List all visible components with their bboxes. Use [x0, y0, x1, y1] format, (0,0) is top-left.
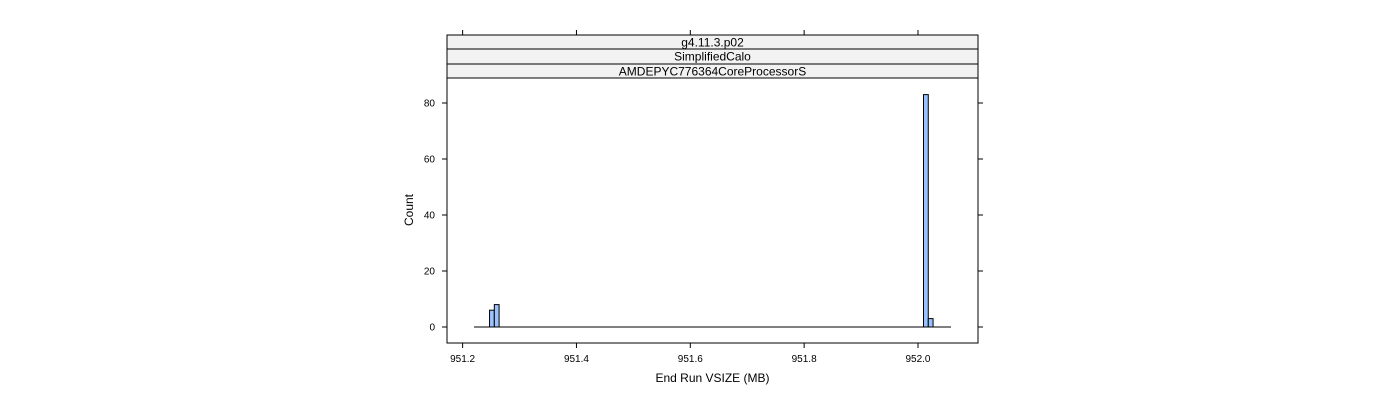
histogram-bar: [927, 318, 934, 328]
strip-panel: g4.11.3.p02 SimplifiedCalo AMDEPYC776364…: [446, 34, 979, 79]
x-tick-label: 951.4: [564, 354, 589, 365]
histogram-bars: [489, 94, 934, 328]
histogram-bar: [493, 304, 500, 328]
strip-2-label: SimplifiedCalo: [674, 50, 751, 64]
y-axis: 0 20 40 60 80: [424, 99, 983, 334]
y-tick-label: 20: [424, 267, 436, 278]
strip-1-label: g4.11.3.p02: [681, 36, 744, 50]
y-tick-label: 40: [424, 211, 436, 222]
x-tick-label: 951.8: [792, 354, 817, 365]
y-axis-title: Count: [402, 193, 416, 226]
strip-3-label: AMDEPYC776364CoreProcessorS: [619, 65, 806, 79]
histogram-bar: [489, 309, 495, 328]
histogram-bar: [923, 94, 929, 328]
x-tick-label: 951.2: [450, 354, 475, 365]
y-tick-label: 0: [429, 323, 435, 334]
y-tick-label: 60: [424, 155, 436, 166]
plot-panel: [446, 77, 979, 344]
x-axis: 951.2 951.4 951.6 951.8 952.0: [450, 30, 931, 365]
y-tick-label: 80: [424, 99, 436, 110]
x-tick-label: 951.6: [678, 354, 703, 365]
x-axis-title: End Run VSIZE (MB): [655, 371, 769, 385]
x-tick-label: 952.0: [905, 354, 930, 365]
